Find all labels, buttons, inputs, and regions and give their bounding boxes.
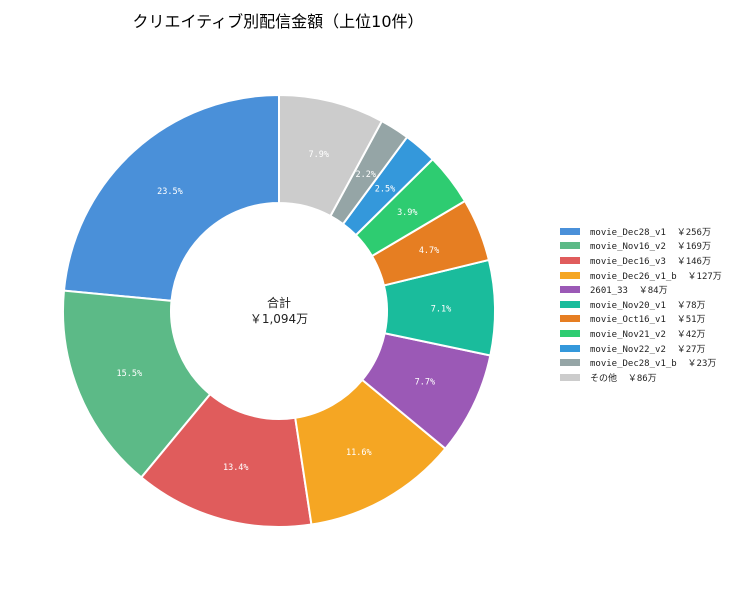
slice-0 — [62, 93, 280, 302]
legend-label: movie_Dec28_v1_b ￥23万 — [590, 359, 717, 370]
slice-percent-label-0: 23.5% — [157, 187, 183, 197]
legend: movie_Dec28_v1 ￥256万 movie_Nov16_v2 ￥169万… — [560, 224, 722, 385]
legend-item-8: movie_Nov22_v2 ￥27万 — [560, 341, 722, 356]
legend-item-1: movie_Nov16_v2 ￥169万 — [560, 239, 722, 254]
legend-swatch — [560, 242, 580, 250]
legend-label: movie_Dec28_v1 ￥256万 — [590, 227, 711, 238]
legend-item-9: movie_Dec28_v1_b ￥23万 — [560, 355, 722, 370]
legend-label: movie_Nov22_v2 ￥27万 — [590, 344, 706, 355]
legend-label: movie_Dec26_v1_b ￥127万 — [590, 271, 722, 282]
legend-item-4: 2601_33 ￥84万 — [560, 282, 722, 297]
chart-title: クリエイティブ別配信金額（上位10件） — [132, 12, 424, 31]
legend-swatch — [560, 227, 580, 235]
slice-percent-label-8: 2.5% — [375, 184, 395, 194]
slice-percent-label-2: 13.4% — [223, 463, 249, 473]
slice-percent-label-3: 11.6% — [346, 448, 372, 458]
slice-percent-label-10: 7.9% — [309, 150, 329, 160]
slice-percent-label-4: 7.7% — [415, 377, 435, 387]
center-total-heading: 合計 — [267, 295, 291, 310]
legend-label: movie_Oct16_v1 ￥51万 — [590, 315, 706, 326]
legend-label: その他 ￥86万 — [590, 373, 657, 384]
legend-swatch — [560, 329, 580, 337]
legend-item-7: movie_Nov21_v2 ￥42万 — [560, 326, 722, 341]
slice-percent-label-9: 2.2% — [356, 170, 376, 180]
legend-swatch — [560, 359, 580, 367]
legend-item-10: その他 ￥86万 — [560, 370, 722, 385]
legend-item-0: movie_Dec28_v1 ￥256万 — [560, 224, 722, 239]
legend-item-6: movie_Oct16_v1 ￥51万 — [560, 312, 722, 327]
donut-chart: 23.5% 15.5% 13.4% 11.6% 7.7% 7.1% 4.7% 3.9% 2.5%… — [62, 93, 496, 528]
legend-swatch — [560, 344, 580, 352]
legend-label: movie_Nov20_v1 ￥78万 — [590, 300, 706, 311]
slice-10 — [278, 93, 384, 218]
slice-percent-label-1: 15.5% — [117, 369, 143, 379]
legend-swatch — [560, 286, 580, 294]
slice-percent-label-7: 3.9% — [397, 208, 417, 218]
legend-label: movie_Nov16_v2 ￥169万 — [590, 242, 711, 253]
center-total-value: ￥1,094万 — [250, 312, 308, 326]
legend-swatch — [560, 271, 580, 279]
slice-percent-label-6: 4.7% — [419, 246, 439, 256]
percent-labels-group: 23.5% 15.5% 13.4% 11.6% 7.7% 7.1% 4.7% 3.9% 2.5%… — [117, 150, 452, 473]
slices-group — [62, 93, 496, 528]
legend-swatch — [560, 300, 580, 308]
legend-swatch — [560, 373, 580, 381]
legend-item-2: movie_Dec16_v3 ￥146万 — [560, 253, 722, 268]
legend-item-3: movie_Dec26_v1_b ￥127万 — [560, 268, 722, 283]
legend-swatch — [560, 256, 580, 264]
legend-label: movie_Dec16_v3 ￥146万 — [590, 256, 711, 267]
slice-1 — [62, 289, 212, 479]
legend-swatch — [560, 315, 580, 323]
slice-percent-label-5: 7.1% — [431, 304, 451, 314]
legend-label: 2601_33 ￥84万 — [590, 286, 668, 297]
legend-item-5: movie_Nov20_v1 ￥78万 — [560, 297, 722, 312]
legend-label: movie_Nov21_v2 ￥42万 — [590, 329, 706, 340]
